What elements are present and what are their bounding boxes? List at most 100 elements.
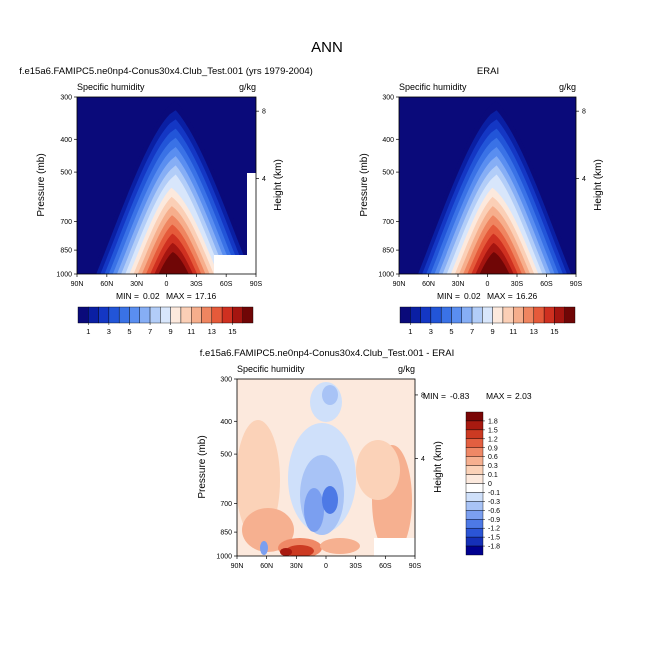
x-tick-label: 90S: [570, 281, 583, 288]
colorbar-tick-label: 5: [449, 327, 453, 336]
colorbar-swatch: [211, 306, 223, 324]
y-tick-label: 500: [382, 170, 394, 177]
y-tick-label: 700: [60, 219, 72, 226]
panel-model-axes: 300 400 500 700 850 1000 90N 60N 30N 0 30S 60S 90S 8 4: [56, 95, 266, 289]
colorbar-swatch: [465, 420, 484, 431]
colorbar-swatch: [180, 306, 192, 324]
panel-model-units-label: g/kg: [239, 82, 256, 92]
y-tick-label: 700: [382, 219, 394, 226]
panel-erai-title: ERAI: [477, 66, 499, 77]
x-tick-label: 30S: [190, 281, 203, 288]
contour-level: [286, 545, 314, 556]
colorbar-swatch: [451, 306, 462, 324]
colorbar-tick-label: 13: [208, 327, 216, 336]
colorbar-swatch: [513, 306, 524, 324]
x-tick-label: 60N: [422, 281, 435, 288]
colorbar-tick-label: 1.2: [488, 436, 498, 443]
x-tick-label: 30N: [452, 281, 465, 288]
colorbar-swatch: [465, 510, 484, 520]
colorbar-swatch: [465, 501, 484, 511]
colorbar-swatch: [201, 306, 213, 324]
x-tick-label: 90N: [231, 563, 244, 570]
panel-model-y2-axis-label: Height (km): [273, 159, 284, 211]
x-tick-label: 30S: [349, 563, 362, 570]
missing-data-region: [374, 538, 415, 556]
colorbar-tick-label: -0.3: [488, 499, 500, 506]
colorbar-tick-label: -1.2: [488, 526, 500, 533]
y-tick-label: 400: [382, 137, 394, 144]
panel-difference-variable-label: Specific humidity: [237, 364, 305, 374]
x-tick-label: 0: [165, 281, 169, 288]
panel-difference-title: f.e15a6.FAMIPC5.ne0np4-Conus30x4.Club_Te…: [200, 348, 455, 359]
colorbar-swatch: [77, 306, 89, 324]
colorbar-swatch: [465, 411, 484, 422]
colorbar-swatch: [420, 306, 432, 324]
y2-tick-label: 8: [582, 109, 586, 116]
colorbar-tick-label: 9: [491, 327, 495, 336]
y-tick-label: 1000: [378, 272, 394, 279]
y2-tick-label: 4: [262, 176, 266, 183]
colorbar-swatch: [242, 306, 254, 324]
panel-erai-y-axis-label: Pressure (mb): [359, 153, 370, 216]
colorbar-tick-label: 7: [470, 327, 474, 336]
colorbar-swatch: [160, 306, 171, 324]
colorbar-swatch: [482, 306, 493, 324]
missing-data-region: [214, 255, 256, 274]
panel-erai-colorbar: 1 3 5 7 9 11 13 15: [399, 306, 576, 336]
panel-erai-units-label: g/kg: [559, 82, 576, 92]
panel-model-variable-label: Specific humidity: [77, 82, 145, 92]
colorbar-swatch: [465, 483, 484, 493]
x-tick-label: 60S: [220, 281, 233, 288]
colorbar-swatch: [465, 438, 484, 448]
colorbar-tick-label: 5: [127, 327, 131, 336]
y-tick-label: 700: [220, 501, 232, 508]
panel-erai-min-label: MIN =: [437, 291, 460, 301]
colorbar-swatch: [232, 306, 243, 324]
colorbar-swatch: [440, 306, 452, 324]
panel-erai-variable-label: Specific humidity: [399, 82, 467, 92]
colorbar-swatch: [471, 306, 483, 324]
panel-erai-max-label: MAX =: [487, 291, 513, 301]
panel-difference-max-value: 2.03: [515, 391, 532, 401]
colorbar-swatch: [139, 306, 151, 324]
panel-difference-max-label: MAX =: [486, 391, 512, 401]
y2-tick-label: 4: [421, 456, 425, 463]
colorbar-tick-label: -1.5: [488, 535, 500, 542]
x-tick-label: 90N: [393, 281, 406, 288]
panel-erai-contour-field: [399, 97, 576, 274]
colorbar-swatch: [191, 306, 202, 324]
colorbar-tick-label: 1.5: [488, 427, 498, 434]
y-tick-label: 300: [220, 377, 232, 384]
x-tick-label: 30N: [290, 563, 303, 570]
panel-model-y-axis-label: Pressure (mb): [36, 153, 47, 216]
panel-difference-units-label: g/kg: [398, 364, 415, 374]
contour-level: [322, 385, 338, 405]
y-tick-label: 1000: [216, 554, 232, 561]
colorbar-swatch: [149, 306, 161, 324]
colorbar-tick-label: 7: [148, 327, 152, 336]
panel-erai: ERAI Specific humidity g/kg 300400500700…: [359, 66, 604, 336]
panel-model-min-value: 0.02: [143, 291, 160, 301]
y-tick-label: 1000: [56, 272, 72, 279]
colorbar-tick-label: -1.8: [488, 544, 500, 551]
x-tick-label: 30S: [511, 281, 524, 288]
colorbar-swatch: [430, 306, 442, 324]
y-tick-label: 850: [220, 530, 232, 537]
y2-tick-label: 4: [582, 176, 586, 183]
figure-title: ANN: [311, 39, 343, 56]
colorbar-swatch: [170, 306, 182, 324]
x-tick-label: 60S: [540, 281, 553, 288]
colorbar-tick-label: 0.9: [488, 445, 498, 452]
contour-level: [322, 486, 338, 514]
colorbar-swatch: [465, 456, 484, 466]
colorbar-swatch: [554, 306, 565, 324]
colorbar-swatch: [108, 306, 120, 324]
y-tick-label: 300: [60, 95, 72, 102]
colorbar-tick-label: 0: [488, 481, 492, 488]
colorbar-swatch: [465, 519, 484, 529]
colorbar-swatch: [533, 306, 545, 324]
colorbar-swatch: [523, 306, 535, 324]
panel-difference-colorbar: 1.8 1.5 1.2 0.9 0.6 0.3 0.1 0 -0.1 -0.3 -0.6 -0.9 -1…: [465, 411, 500, 556]
panel-model-min-label: MIN =: [116, 291, 139, 301]
